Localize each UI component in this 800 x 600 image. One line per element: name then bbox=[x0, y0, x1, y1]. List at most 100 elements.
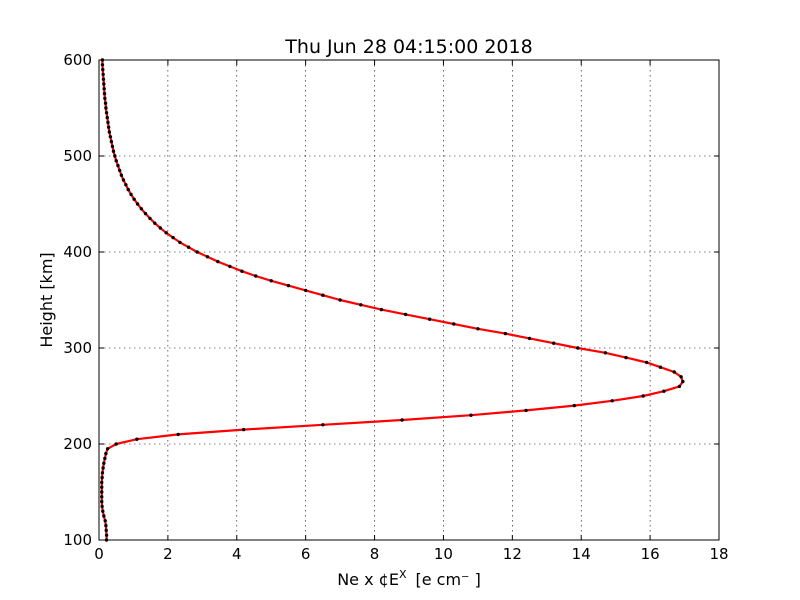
data-point bbox=[135, 437, 139, 441]
x-tick-label: 18 bbox=[709, 545, 728, 563]
data-point bbox=[105, 115, 109, 120]
y-tick-label: 200 bbox=[63, 435, 92, 453]
data-point bbox=[117, 168, 122, 173]
data-point bbox=[572, 403, 577, 408]
x-axis-title: Ne x ¢EX [e cm⁻ ] bbox=[337, 568, 481, 589]
data-point bbox=[158, 226, 163, 230]
y-tick-label: 600 bbox=[63, 51, 92, 69]
data-point bbox=[104, 528, 108, 533]
data-point bbox=[603, 351, 608, 355]
data-point bbox=[143, 211, 148, 216]
data-point bbox=[102, 91, 107, 96]
data-point bbox=[104, 106, 108, 110]
data-point bbox=[113, 154, 117, 158]
data-point bbox=[100, 504, 104, 509]
grid bbox=[99, 60, 719, 540]
data-point bbox=[100, 480, 104, 485]
data-point bbox=[164, 231, 168, 235]
x-tick-label: 16 bbox=[641, 545, 660, 563]
x-tick-label: 2 bbox=[163, 545, 173, 563]
data-point bbox=[103, 456, 107, 461]
data-point bbox=[216, 259, 220, 264]
data-point bbox=[644, 360, 649, 365]
data-point bbox=[101, 67, 105, 72]
plot-frame bbox=[98, 59, 720, 541]
data-point bbox=[241, 427, 246, 432]
data-point bbox=[105, 447, 110, 451]
x-tick-label: 8 bbox=[370, 545, 380, 563]
y-tick-label: 400 bbox=[63, 243, 92, 261]
data-point bbox=[100, 471, 105, 475]
x-tick-label: 14 bbox=[572, 545, 591, 563]
data-point bbox=[100, 475, 104, 480]
y-tick-label: 100 bbox=[63, 531, 92, 549]
data-point bbox=[153, 221, 157, 225]
data-point bbox=[681, 379, 685, 384]
data-point bbox=[103, 519, 107, 523]
data-point bbox=[403, 312, 408, 317]
data-point bbox=[524, 408, 528, 413]
y-tick-label: 300 bbox=[63, 339, 92, 357]
data-point bbox=[100, 495, 104, 499]
x-axis-title-superscript: X bbox=[399, 568, 407, 581]
data-point bbox=[427, 317, 432, 321]
data-point bbox=[254, 274, 258, 278]
data-point bbox=[662, 389, 666, 393]
data-point bbox=[106, 120, 110, 125]
data-point bbox=[503, 331, 508, 336]
data-point bbox=[228, 264, 232, 269]
data-point bbox=[104, 451, 108, 456]
data-point bbox=[126, 187, 130, 192]
y-tick-label: 500 bbox=[63, 147, 92, 165]
data-point bbox=[476, 327, 480, 331]
data-point bbox=[101, 466, 105, 470]
data-point bbox=[100, 499, 104, 504]
data-point bbox=[124, 183, 128, 187]
data-point bbox=[102, 514, 106, 518]
data-point bbox=[641, 394, 645, 398]
x-axis-title-main: Ne x ¢E bbox=[337, 570, 399, 589]
data-point bbox=[139, 207, 144, 211]
data-point bbox=[100, 63, 105, 67]
data-point bbox=[576, 346, 580, 350]
data-point bbox=[101, 509, 105, 513]
data-point bbox=[104, 533, 109, 537]
data-point bbox=[111, 149, 116, 153]
x-tick-label: 6 bbox=[301, 545, 311, 563]
data-point bbox=[108, 135, 113, 139]
data-point bbox=[178, 240, 182, 245]
x-axis-title-units: [e cm⁻ ] bbox=[415, 570, 480, 589]
data-point bbox=[240, 269, 244, 273]
data-point bbox=[114, 442, 118, 446]
series-group bbox=[100, 58, 685, 542]
data-point bbox=[469, 413, 473, 417]
data-point bbox=[205, 255, 210, 259]
data-point bbox=[100, 490, 104, 494]
data-point bbox=[269, 279, 273, 283]
chart-title: Thu Jun 28 04:15:00 2018 bbox=[284, 36, 532, 58]
data-point bbox=[379, 307, 384, 312]
data-point bbox=[104, 111, 109, 115]
data-point bbox=[624, 355, 628, 360]
data-point bbox=[551, 341, 556, 345]
data-point bbox=[176, 432, 180, 437]
x-tick-label: 0 bbox=[94, 545, 104, 563]
data-point bbox=[148, 216, 152, 221]
y-axis-title: Height [km] bbox=[37, 252, 56, 347]
data-point bbox=[116, 163, 120, 168]
ticks: 0 2 4 6 8 10 12 14 16 18 100 200 300 400 500 600 bbox=[63, 51, 728, 563]
data-point bbox=[107, 130, 112, 134]
data-point bbox=[109, 139, 114, 144]
data-point bbox=[527, 336, 532, 341]
data-point bbox=[132, 197, 136, 201]
data-point bbox=[135, 202, 140, 206]
data-point bbox=[677, 384, 682, 389]
data-point bbox=[672, 370, 676, 374]
data-point bbox=[119, 173, 124, 177]
data-point bbox=[114, 159, 118, 163]
data-point bbox=[610, 399, 614, 403]
data-point bbox=[121, 178, 126, 182]
data-point bbox=[338, 298, 342, 302]
